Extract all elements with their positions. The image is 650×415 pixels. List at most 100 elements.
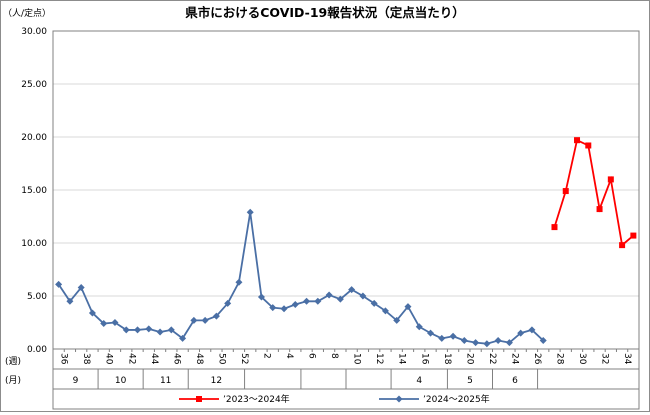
data-point [235,278,243,286]
month-label: 6 [512,376,518,386]
data-point [156,328,164,336]
data-point [505,339,513,347]
legend-label: ’2023～2024年 [223,393,290,405]
x-tick-label: 24 [509,353,519,365]
data-point [630,232,637,239]
data-point [224,299,232,307]
data-point [415,323,423,331]
x-tick-label: 34 [622,353,632,365]
x-tick-label: 20 [464,353,474,365]
data-point [111,319,119,326]
data-point [325,291,333,299]
data-point [122,326,130,334]
x-tick-label: 36 [59,353,69,365]
data-point [88,309,96,317]
x-tick-label: 6 [307,353,317,359]
data-point [190,316,198,324]
data-point [359,292,367,300]
data-point [145,325,153,333]
x-tick-label: 26 [532,353,542,365]
data-point [280,305,288,313]
x-tick-label: 10 [352,353,362,365]
legend-marker [395,395,403,403]
data-point [460,337,468,345]
month-label: 9 [73,376,79,386]
y-tick-label: 25.00 [21,80,47,90]
month-label: 4 [416,376,422,386]
x-tick-label: 38 [81,353,91,365]
y-tick-label: 20.00 [21,133,47,143]
series-line [553,138,634,247]
data-point [449,332,457,340]
month-label: 12 [211,376,222,386]
data-point [539,337,547,345]
month-label: 5 [467,376,473,386]
month-row-label: (月) [5,375,21,386]
data-point [336,295,344,303]
series-line [57,212,544,345]
data-point [269,304,277,312]
x-tick-label: 44 [149,353,159,365]
data-point [596,206,603,213]
legend [52,388,640,410]
x-tick-label: 4 [284,353,294,359]
x-tick-label: 46 [171,353,181,365]
data-point [517,329,525,337]
data-point [551,224,558,231]
legend-label: ’2024～2025年 [423,393,490,405]
data-point [574,137,581,144]
data-point [370,299,378,307]
month-label: 10 [115,376,127,386]
chart-title: 県市におけるCOVID-19報告状況（定点当たり） [185,5,464,20]
x-tick-label: 52 [239,353,249,364]
x-tick-label: 48 [194,353,204,365]
data-point [77,284,85,292]
x-tick-label: 8 [329,353,339,359]
data-point [348,286,356,294]
data-point [66,297,74,305]
data-point [494,337,502,345]
x-tick-label: 40 [104,353,114,365]
y-tick-label: 30.00 [21,27,47,37]
y-tick-label: 10.00 [21,239,47,249]
y-tick-label: 15.00 [21,186,47,196]
data-point [55,280,63,288]
data-point [427,329,435,337]
x-tick-label: 42 [126,353,136,364]
data-point [246,208,254,216]
data-point [472,339,480,347]
data-point [201,316,209,324]
x-tick-label: 22 [487,353,497,364]
y-tick-label: 5.00 [27,292,47,302]
data-point [483,340,491,348]
x-tick-label: 2 [261,353,271,359]
data-point [528,326,536,334]
x-tick-label: 18 [442,353,452,365]
legend-marker [196,396,202,402]
x-tick-label: 50 [216,353,226,365]
data-point [585,142,592,149]
month-label: 11 [160,376,171,386]
data-point [314,297,322,305]
x-tick-label: 32 [600,353,610,364]
data-point [257,293,265,301]
data-point [303,297,311,305]
data-point [179,334,187,342]
data-point [607,176,614,183]
x-tick-label: 14 [397,353,407,365]
data-point [167,326,175,334]
x-tick-label: 30 [577,353,587,365]
data-point [404,303,412,311]
week-row-label: (週) [5,356,21,367]
data-point [291,300,299,308]
y-tick-label: 0.00 [27,345,47,355]
data-point [562,188,569,195]
x-tick-label: 28 [554,353,564,365]
data-point [438,334,446,342]
data-point [619,242,626,249]
data-point [100,320,108,328]
data-point [381,307,389,315]
data-point [134,326,142,334]
